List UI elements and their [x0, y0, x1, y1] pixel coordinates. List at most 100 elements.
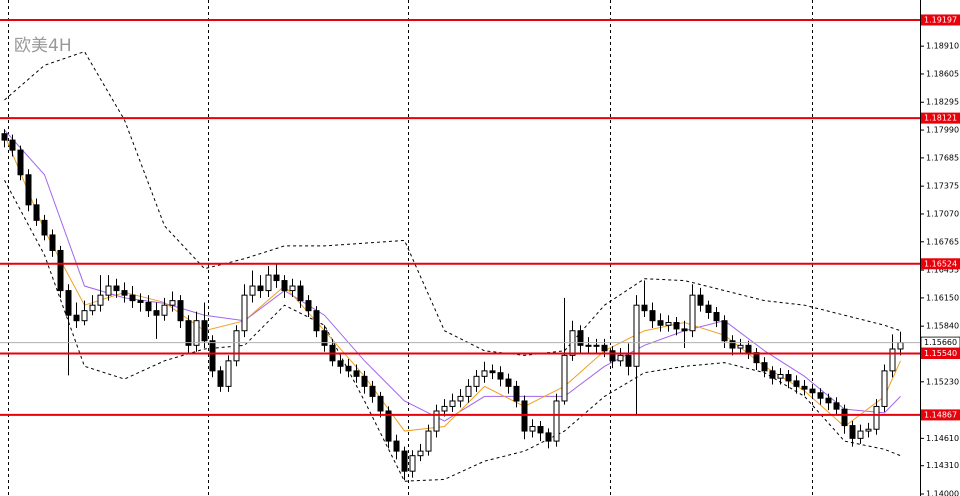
candle-body — [561, 354, 568, 402]
candle-body — [841, 408, 848, 427]
candle-body — [593, 344, 600, 347]
level-label: 1.18121 — [924, 114, 957, 123]
candle-body — [865, 428, 872, 432]
candle-body — [577, 330, 584, 346]
y-tick-label: 1.17685 — [926, 153, 959, 162]
candle-body — [585, 344, 592, 347]
candle-body — [273, 274, 280, 282]
candle-body — [81, 310, 88, 322]
candle-body — [465, 385, 472, 397]
candle-body — [793, 380, 800, 387]
candle-body — [377, 395, 384, 412]
candle-body — [857, 430, 864, 439]
candle-body — [737, 344, 744, 349]
candle-body — [89, 304, 96, 312]
candle-body — [617, 354, 624, 362]
candle-body — [641, 304, 648, 312]
candle-body — [633, 304, 640, 367]
candle-body — [225, 360, 232, 387]
candle-body — [9, 139, 16, 151]
candle-body — [601, 344, 608, 352]
candle-body — [97, 294, 104, 306]
candle-body — [705, 304, 712, 313]
candle-body — [833, 402, 840, 410]
candle-body — [745, 344, 752, 354]
candle-body — [721, 320, 728, 342]
candle-body — [289, 285, 296, 292]
candle-body — [713, 311, 720, 322]
candle-body — [73, 314, 80, 322]
candle-body — [777, 374, 784, 379]
candle-body — [233, 330, 240, 362]
candle-body — [497, 372, 504, 380]
candle-body — [385, 410, 392, 442]
level-box — [921, 258, 960, 270]
candle-body — [353, 370, 360, 377]
level-label: 1.15540 — [924, 349, 957, 358]
candle-body — [785, 374, 792, 382]
candle-body — [33, 204, 40, 221]
candle-body — [433, 410, 440, 432]
y-tick-label: 1.17990 — [926, 126, 959, 135]
candle-body — [113, 285, 120, 292]
candle-body — [873, 405, 880, 430]
candle-body — [425, 430, 432, 452]
candle-body — [801, 385, 808, 390]
candle-body — [849, 425, 856, 439]
y-tick-label: 1.16150 — [926, 293, 959, 302]
candle-body — [217, 370, 224, 387]
candle-body — [137, 300, 144, 303]
candle-body — [505, 378, 512, 387]
candle-body — [537, 425, 544, 434]
y-tick-label: 1.16455 — [926, 266, 959, 275]
candle-body — [313, 310, 320, 332]
candle-body — [401, 450, 408, 472]
candle-body — [201, 320, 208, 342]
y-tick-label: 1.18910 — [926, 42, 959, 51]
level-box — [921, 112, 960, 124]
candle-body — [393, 440, 400, 452]
candle-body — [145, 301, 152, 312]
candles — [1, 129, 904, 481]
candle-body — [697, 294, 704, 306]
candle-body — [681, 328, 688, 332]
candle-body — [345, 365, 352, 372]
y-tick-label: 1.18605 — [926, 69, 959, 78]
candle-body — [161, 304, 168, 316]
level-label: 1.14867 — [924, 410, 957, 419]
candle-body — [673, 322, 680, 330]
candle-body — [817, 392, 824, 399]
candle-body — [609, 350, 616, 362]
candle-body — [129, 294, 136, 302]
candle-body — [185, 320, 192, 346]
candle-body — [481, 370, 488, 377]
candle-body — [321, 330, 328, 346]
candle-body — [889, 348, 896, 372]
chart-title: 欧美4H — [14, 36, 72, 56]
candle-body — [209, 340, 216, 372]
candle-body — [513, 385, 520, 402]
y-tick-label: 1.15230 — [926, 377, 959, 386]
candle-body — [193, 320, 200, 346]
candle-body — [665, 322, 672, 326]
candle-body — [521, 400, 528, 432]
candle-body — [57, 249, 64, 292]
y-tick-label: 1.14610 — [926, 434, 959, 443]
candle-body — [49, 234, 56, 251]
candle-body — [25, 174, 32, 206]
candle-body — [473, 375, 480, 387]
y-tick-label: 1.18295 — [926, 98, 959, 107]
candle-body — [121, 290, 128, 296]
candle-body — [257, 285, 264, 292]
candle-body — [553, 400, 560, 442]
candle-body — [729, 340, 736, 349]
candle-body — [41, 219, 48, 236]
candle-body — [625, 354, 632, 367]
candle-body — [1, 133, 8, 141]
candle-body — [449, 400, 456, 407]
candle-body — [809, 388, 816, 394]
candle-body — [529, 425, 536, 432]
level-box — [921, 14, 960, 26]
candle-body — [649, 310, 656, 322]
